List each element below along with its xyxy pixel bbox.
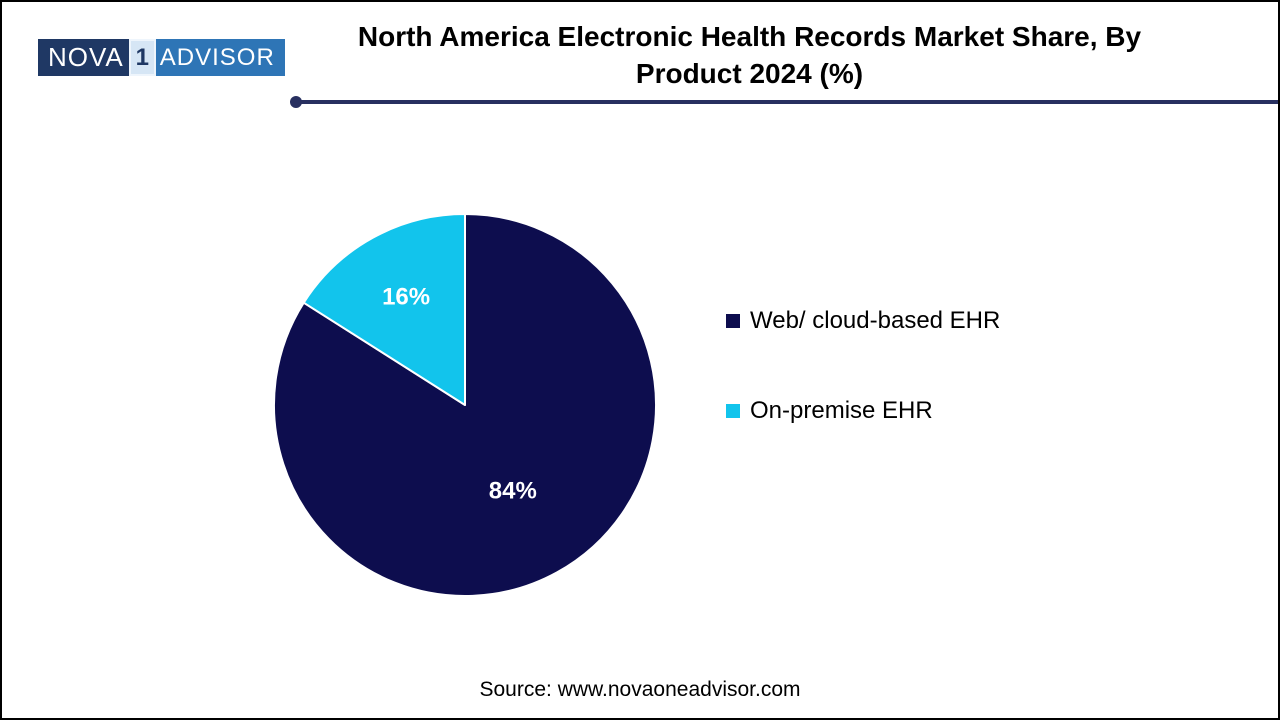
legend-item-1: On-premise EHR bbox=[726, 397, 1000, 425]
chart-title-line2: Product 2024 (%) bbox=[635, 58, 864, 89]
chart-title-line1: North America Electronic Health Records … bbox=[357, 21, 1142, 52]
title-rule bbox=[290, 96, 1278, 108]
logo-text-nova: NOVA bbox=[38, 39, 129, 76]
legend-swatch-icon bbox=[726, 314, 740, 328]
source-text: Source: www.novaoneadvisor.com bbox=[479, 678, 801, 701]
pie-slice-1 bbox=[302, 213, 466, 406]
pie-slice-label-1: 16% bbox=[382, 283, 430, 310]
legend-label: Web/ cloud-based EHR bbox=[750, 307, 1001, 334]
logo-one-badge: 1 bbox=[128, 39, 156, 76]
legend: Web/ cloud-based EHR On-premise EHR bbox=[726, 307, 1000, 487]
rule-endpoint-dot bbox=[290, 96, 302, 108]
legend-label: On-premise EHR bbox=[750, 397, 933, 424]
pie-slice-label-0: 84% bbox=[489, 477, 537, 504]
logo-text-advisor: ADVISOR bbox=[155, 39, 285, 76]
legend-item-0: Web/ cloud-based EHR bbox=[726, 307, 1000, 335]
pie-chart: 84% 16% bbox=[273, 213, 657, 597]
legend-swatch-icon bbox=[726, 404, 740, 418]
chart-title: North America Electronic Health Records … bbox=[292, 18, 1207, 92]
nova-one-advisor-logo: NOVA 1 ADVISOR bbox=[38, 39, 285, 76]
